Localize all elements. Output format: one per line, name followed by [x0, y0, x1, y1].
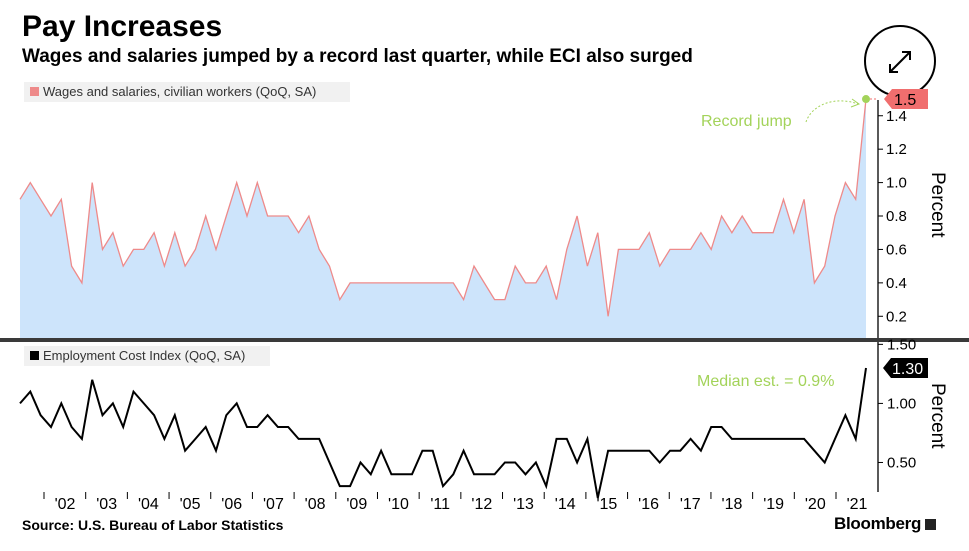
x-axis-tick-label: '17 [680, 496, 701, 513]
eci-legend-box [24, 346, 270, 366]
x-axis-tick-label: '16 [638, 496, 659, 513]
x-axis-tick-label: '03 [96, 496, 117, 513]
eci-legend-swatch [30, 351, 39, 360]
wages-legend-swatch [30, 87, 39, 96]
x-axis-tick-label: '04 [138, 496, 159, 513]
x-axis-tick-label: '08 [305, 496, 326, 513]
wages-y-tick-label: 1.0 [886, 175, 907, 192]
wages-legend-box [24, 82, 350, 102]
x-axis-tick-label: '21 [847, 496, 868, 513]
wages-last-value-badge [884, 89, 928, 110]
wages-annotation: Record jump [701, 113, 792, 130]
wages-annotation-arrowhead [850, 98, 861, 108]
eci-y-tick-label: 0.50 [887, 454, 916, 471]
wages-y-tick-label: 0.4 [886, 275, 907, 292]
x-axis-tick-label: '11 [430, 496, 450, 513]
x-axis-tick-label: '13 [513, 496, 534, 513]
wages-y-axis-label: Percent [927, 172, 948, 238]
eci-legend-label: Employment Cost Index (QoQ, SA) [43, 348, 245, 363]
eci-y-axis-label: Percent [927, 383, 948, 449]
x-axis-tick-label: '05 [180, 496, 201, 513]
wages-legend-label: Wages and salaries, civilian workers (Qo… [43, 84, 316, 99]
eci-y-tick-label: 1.50 [887, 336, 916, 353]
x-axis-tick-label: '18 [722, 496, 743, 513]
eci-last-value-badge [883, 357, 928, 378]
x-axis-tick-label: '12 [471, 496, 492, 513]
panel-separator [0, 338, 969, 342]
expand-arrows-icon [889, 51, 911, 73]
wages-line [19, 98, 867, 317]
chart-subtitle: Wages and salaries jumped by a record la… [22, 46, 693, 67]
eci-last-value-label: 1.30 [892, 361, 923, 378]
source-note: Source: U.S. Bureau of Labor Statistics [22, 517, 284, 533]
wages-annotation-arrow [805, 100, 859, 123]
x-axis-tick-label: '07 [263, 496, 284, 513]
eci-panel: Employment Cost Index (QoQ, SA) 0.50 1.00 1… [19, 336, 948, 499]
x-axis-tick-label: '19 [763, 496, 784, 513]
wages-panel: Wages and salaries, civilian workers (Qo… [0, 82, 969, 342]
x-axis-tick-label: '20 [805, 496, 826, 513]
eci-line [19, 367, 867, 499]
eci-annotation: Median est. = 0.9% [697, 373, 834, 390]
chart-title: Pay Increases [22, 10, 223, 43]
wages-y-tick-label: 0.6 [886, 241, 907, 258]
x-axis-tick-label: '09 [346, 496, 367, 513]
x-axis-tick-label: '06 [221, 496, 242, 513]
brand-logo: Bloomberg [834, 514, 937, 534]
wages-y-tick-label: 0.2 [886, 308, 907, 325]
wages-y-tick-label: 1.2 [886, 141, 907, 158]
brand-text: Bloomberg [834, 514, 922, 533]
eci-y-tick-label: 1.00 [887, 395, 916, 412]
wages-area [20, 99, 866, 338]
x-axis-tick-label: '14 [555, 496, 576, 513]
x-axis-tick-label: '15 [596, 496, 617, 513]
wages-y-tick-label: 1.4 [886, 108, 907, 125]
x-axis-tick-label: '10 [388, 496, 409, 513]
bloomberg-square-icon [925, 519, 937, 530]
wages-last-value-label: 1.5 [894, 92, 916, 109]
x-axis-tick-label: '02 [55, 496, 76, 513]
wages-y-tick-label: 0.8 [886, 208, 907, 225]
wages-last-point [862, 95, 870, 104]
x-axis: '02 '03 '04 '05 '06 '07 '08 '09 '10 '11 '12 '13 '14 '… [43, 492, 868, 513]
